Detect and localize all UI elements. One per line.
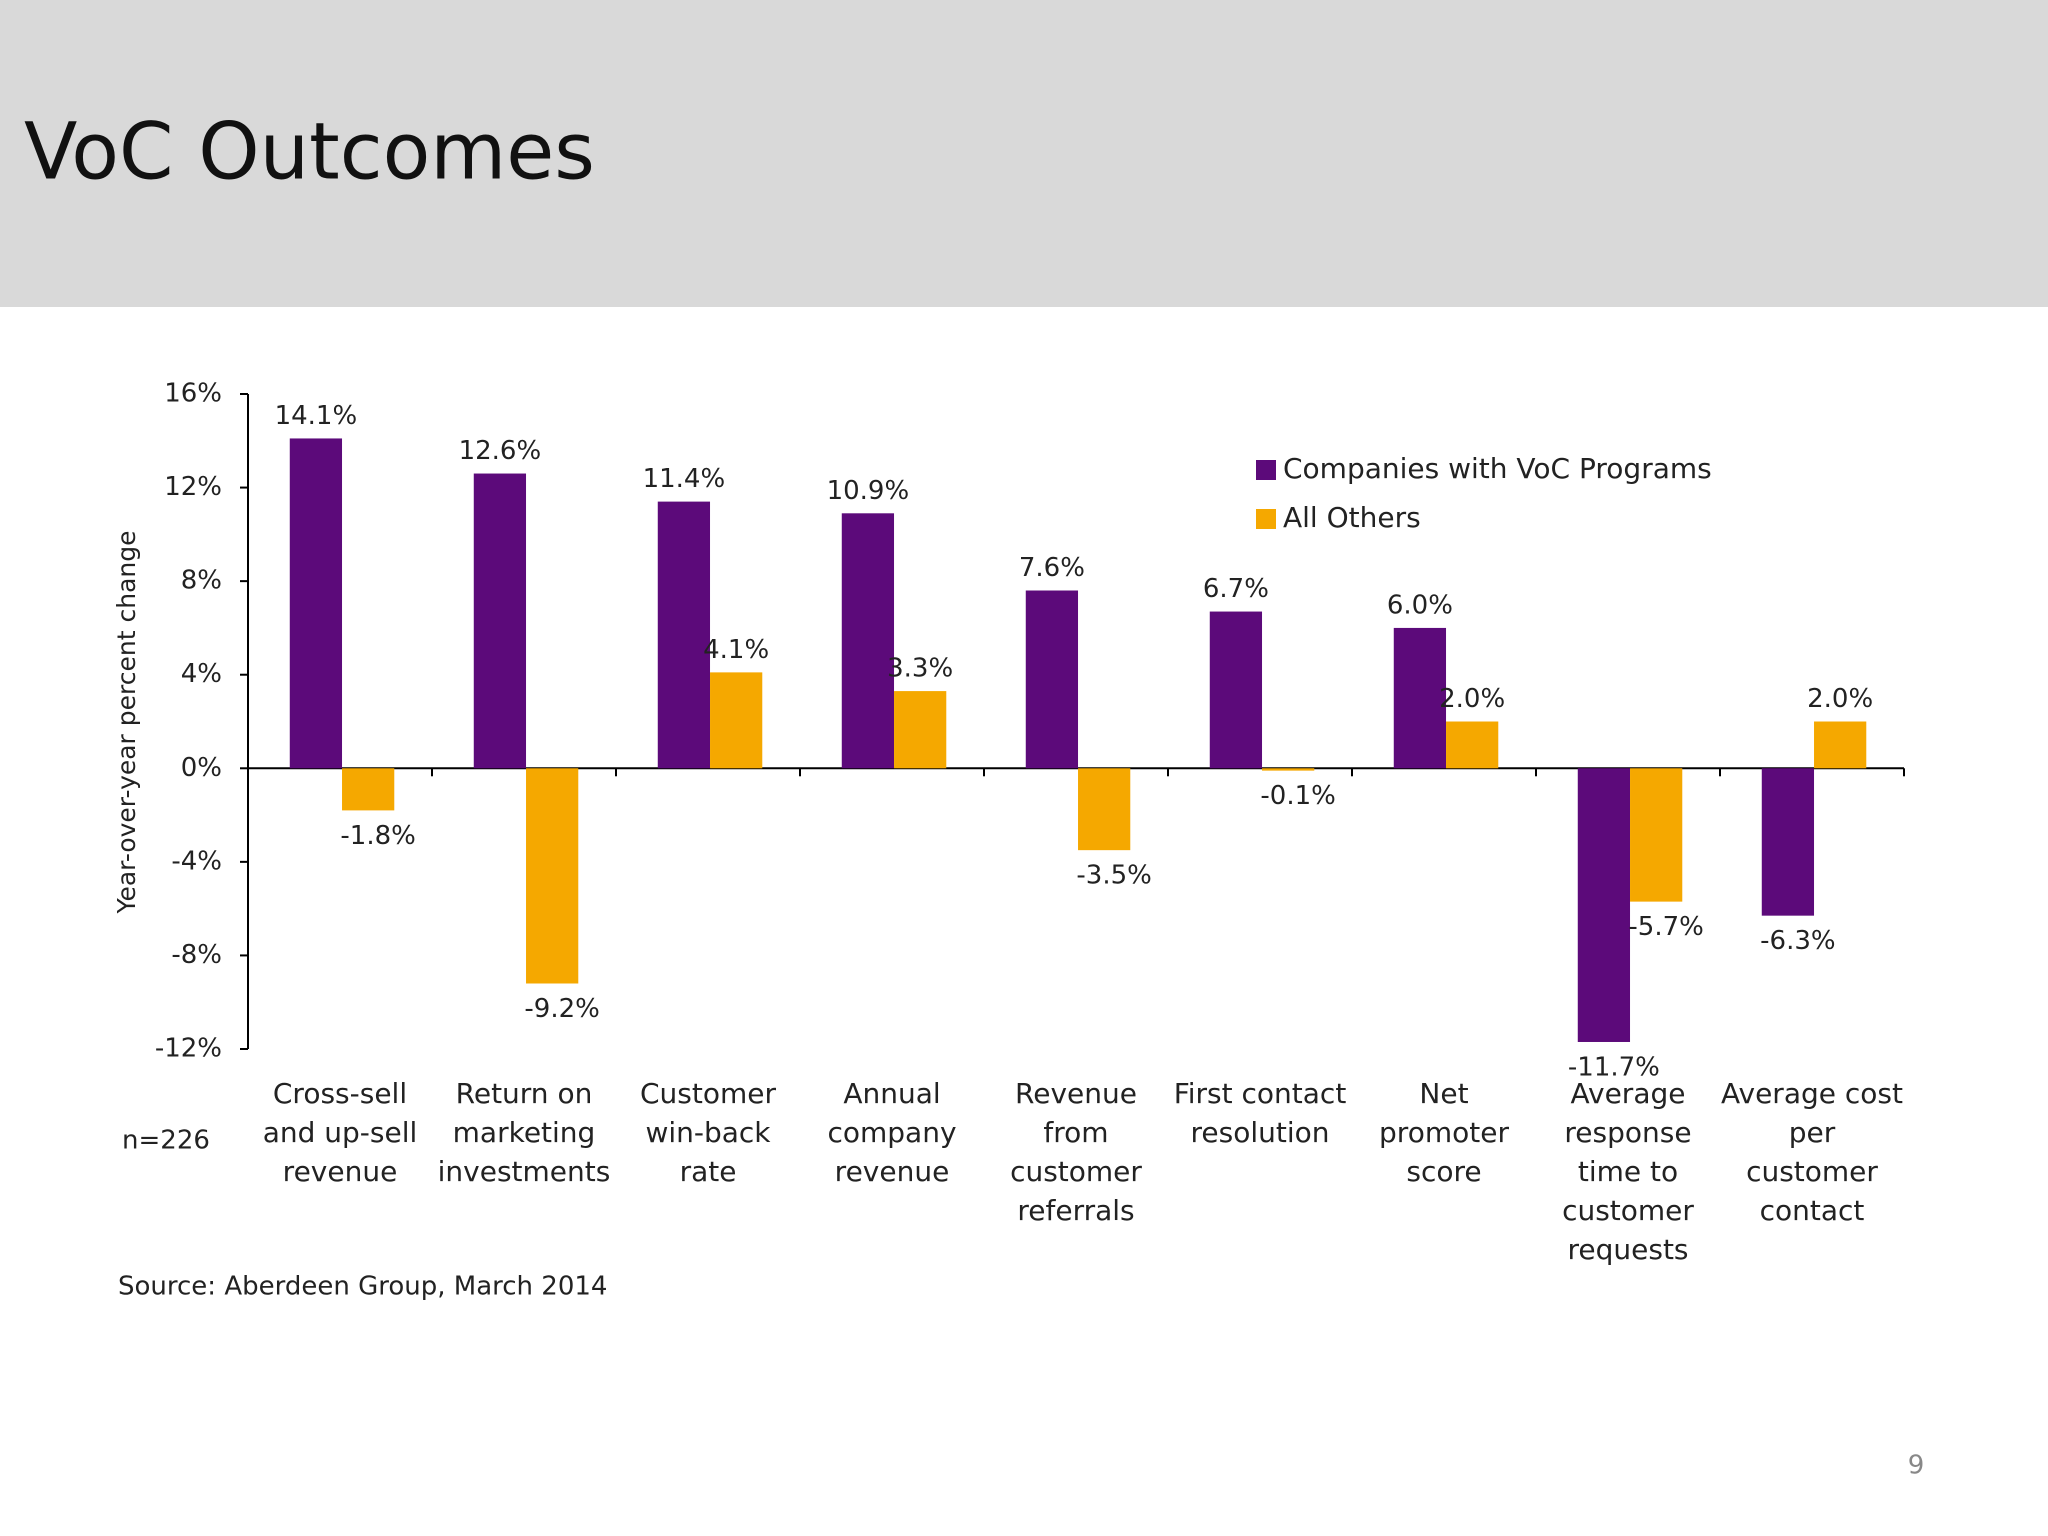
- y-tick-label: 12%: [164, 472, 222, 502]
- value-label: 7.6%: [1019, 553, 1085, 583]
- value-label: -1.8%: [340, 821, 415, 851]
- bar: [1209, 611, 1263, 769]
- bar: [894, 691, 947, 769]
- bar: [526, 768, 579, 984]
- value-label: -3.5%: [1076, 861, 1151, 891]
- value-label: 6.0%: [1387, 590, 1453, 620]
- x-tick-label: Annual company revenue: [827, 1077, 957, 1188]
- bar: [289, 438, 343, 769]
- y-tick-label: 4%: [181, 659, 222, 689]
- value-label: -11.7%: [1568, 1052, 1660, 1082]
- bar: [1262, 768, 1315, 771]
- value-label: 12.6%: [459, 436, 542, 466]
- bar: [473, 473, 527, 769]
- value-label: 4.1%: [703, 635, 769, 665]
- slide-title: VoC Outcomes: [24, 107, 595, 197]
- y-axis-label: Year-over-year percent change: [112, 531, 141, 915]
- bar: [1446, 721, 1499, 769]
- value-label: -0.1%: [1260, 781, 1335, 811]
- y-tick-label: 16%: [164, 379, 222, 409]
- bar: [1814, 721, 1867, 769]
- legend-swatch: [1256, 460, 1276, 480]
- x-tick-label: Average cost per customer contact: [1721, 1077, 1903, 1227]
- legend-label: Companies with VoC Programs: [1283, 452, 1712, 485]
- note: n=226: [122, 1126, 210, 1156]
- x-tick-label: Average response time to customer reques…: [1562, 1077, 1694, 1266]
- bar: [342, 768, 395, 811]
- value-label: 2.0%: [1439, 684, 1505, 714]
- bar: [657, 501, 711, 769]
- value-label: 2.0%: [1807, 684, 1873, 714]
- bar: [710, 672, 763, 769]
- x-tick-label: Return on marketing investments: [437, 1077, 611, 1188]
- bar: [1630, 768, 1683, 902]
- value-label: 6.7%: [1203, 574, 1269, 604]
- legend-swatch: [1256, 509, 1276, 529]
- value-label: -9.2%: [524, 994, 599, 1024]
- x-tick-label: Customer win-back rate: [639, 1077, 776, 1188]
- y-tick-label: 0%: [181, 753, 222, 783]
- bar: [1025, 590, 1079, 769]
- bar: [1761, 768, 1815, 916]
- bar: [1078, 768, 1131, 851]
- source: Source: Aberdeen Group, March 2014: [118, 1272, 607, 1302]
- bar: [1393, 627, 1447, 769]
- page-number: 9: [1908, 1451, 1925, 1481]
- y-tick-label: -4%: [171, 846, 222, 876]
- y-tick-label: 8%: [181, 566, 222, 596]
- legend-label: All Others: [1283, 501, 1421, 534]
- value-label: -6.3%: [1760, 926, 1835, 956]
- value-label: 11.4%: [643, 464, 726, 494]
- y-tick-label: -12%: [155, 1034, 222, 1064]
- x-tick-label: Cross-sell and up-sell revenue: [262, 1077, 418, 1188]
- header-band: [0, 0, 2048, 307]
- value-label: -5.7%: [1628, 912, 1703, 942]
- bar: [841, 513, 895, 769]
- bar: [1577, 768, 1631, 1042]
- x-tick-label: First contact resolution: [1173, 1077, 1347, 1149]
- y-tick-label: -8%: [171, 940, 222, 970]
- value-label: 14.1%: [275, 401, 358, 431]
- value-label: 3.3%: [887, 654, 953, 684]
- x-tick-label: Net promoter score: [1379, 1077, 1509, 1188]
- value-label: 10.9%: [827, 476, 910, 506]
- x-tick-label: Revenue from customer referrals: [1010, 1077, 1142, 1227]
